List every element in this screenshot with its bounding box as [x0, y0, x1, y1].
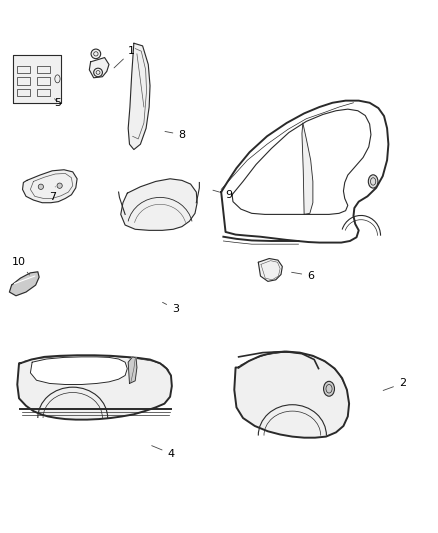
Bar — [37, 77, 50, 85]
Text: 4: 4 — [152, 446, 174, 458]
Polygon shape — [121, 179, 197, 230]
Bar — [17, 77, 30, 85]
Text: 8: 8 — [165, 130, 185, 140]
Ellipse shape — [94, 68, 102, 77]
Ellipse shape — [368, 175, 378, 188]
Text: 7: 7 — [49, 187, 57, 203]
Ellipse shape — [324, 381, 335, 396]
Ellipse shape — [55, 75, 60, 83]
Polygon shape — [258, 259, 283, 281]
Ellipse shape — [57, 183, 62, 188]
Ellipse shape — [38, 184, 43, 189]
Polygon shape — [302, 123, 313, 214]
Bar — [37, 89, 50, 96]
Text: 6: 6 — [292, 271, 314, 280]
Polygon shape — [30, 357, 127, 384]
Text: 5: 5 — [54, 98, 61, 108]
Bar — [17, 66, 30, 73]
Polygon shape — [10, 272, 39, 296]
Text: 2: 2 — [383, 378, 406, 391]
Polygon shape — [17, 356, 172, 419]
Polygon shape — [22, 169, 77, 203]
Polygon shape — [13, 55, 61, 103]
Bar — [37, 66, 50, 73]
Polygon shape — [234, 352, 349, 438]
Ellipse shape — [91, 49, 101, 59]
Text: 9: 9 — [213, 190, 232, 200]
Text: 3: 3 — [162, 302, 179, 314]
Polygon shape — [89, 58, 109, 78]
Polygon shape — [128, 43, 150, 150]
Polygon shape — [128, 357, 137, 383]
Text: 10: 10 — [12, 257, 29, 275]
Bar — [17, 89, 30, 96]
Text: 1: 1 — [114, 46, 135, 68]
